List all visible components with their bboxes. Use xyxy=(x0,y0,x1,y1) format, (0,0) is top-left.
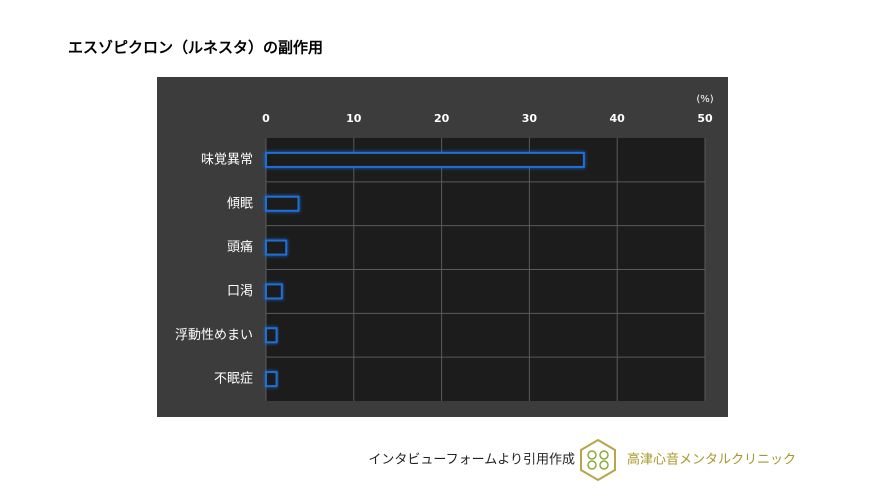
x-tick-label: 20 xyxy=(434,112,450,125)
y-tick-label: 味覚異常 xyxy=(201,152,253,167)
x-tick-label: 10 xyxy=(346,112,362,125)
x-tick-label: 50 xyxy=(697,112,713,125)
chart-title: エスゾピクロン（ルネスタ）の副作用 xyxy=(68,39,323,57)
y-tick-label: 不眠症 xyxy=(214,372,253,387)
y-tick-label: 浮動性めまい xyxy=(175,328,253,343)
y-tick-label: 傾眠 xyxy=(227,196,253,211)
source-note: インタビューフォームより引用作成 xyxy=(368,453,575,468)
bar xyxy=(265,371,278,388)
x-tick-label: 0 xyxy=(262,112,270,125)
bar xyxy=(265,327,278,344)
bar xyxy=(265,239,288,256)
clinic-logo xyxy=(580,438,616,482)
x-tick-label: 30 xyxy=(522,112,538,125)
clinic-name: 高津心音メンタルクリニック xyxy=(627,452,796,468)
bar xyxy=(265,195,300,212)
y-tick-label: 頭痛 xyxy=(227,239,253,255)
unit-label: (%) xyxy=(696,94,713,105)
x-tick-label: 40 xyxy=(610,112,626,125)
bar xyxy=(265,151,585,168)
y-tick-label: 口渇 xyxy=(227,283,253,299)
bar xyxy=(265,283,283,300)
